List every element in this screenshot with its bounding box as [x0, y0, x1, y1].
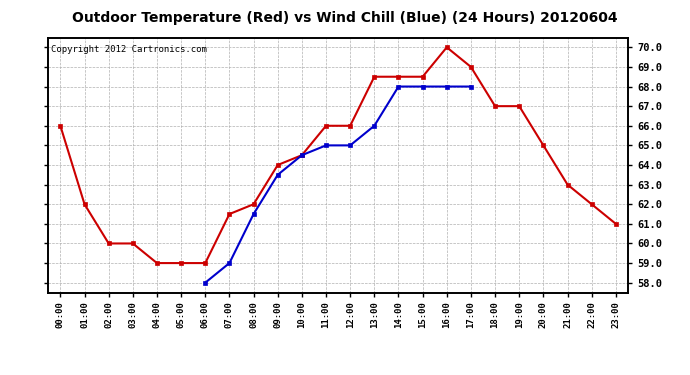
Text: Outdoor Temperature (Red) vs Wind Chill (Blue) (24 Hours) 20120604: Outdoor Temperature (Red) vs Wind Chill … [72, 11, 618, 25]
Text: Copyright 2012 Cartronics.com: Copyright 2012 Cartronics.com [51, 45, 207, 54]
